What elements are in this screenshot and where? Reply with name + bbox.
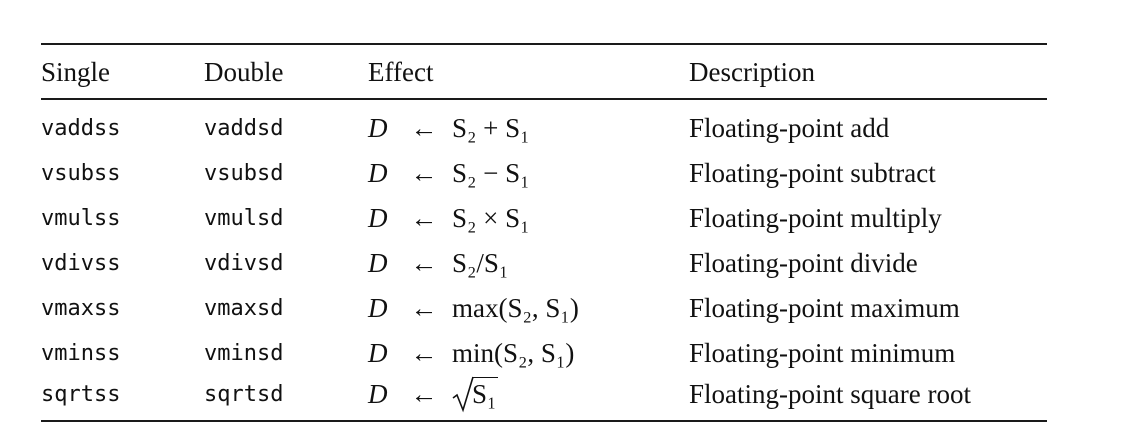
dest-operand: D [368, 248, 388, 278]
effect-formula: D ← min(S₂, S₁) [368, 331, 574, 376]
effect-formula: D ← S₂ × S₁ [368, 196, 530, 241]
double-instruction: vdivsd [204, 251, 284, 276]
effect-expression: S₂ − S₁ [452, 158, 530, 188]
assign-arrow: ← [410, 158, 438, 188]
radical-sign-icon [452, 376, 474, 413]
dest-operand: D [368, 158, 388, 188]
table-row: vaddss vaddsd D ← S₂ + S₁ Floating-point a… [41, 106, 1047, 151]
single-instruction: vaddss [41, 116, 121, 141]
single-instruction: vmaxss [41, 296, 121, 321]
header-description: Description [689, 57, 815, 87]
table-row: sqrtss sqrtsd D ← S₁ Floating-point square… [41, 372, 1047, 417]
effect-expression: S₂/S₁ [452, 248, 509, 278]
description-text: Floating-point divide [689, 248, 918, 278]
double-instruction: vmulsd [204, 206, 284, 231]
double-instruction: vminsd [204, 341, 284, 366]
dest-operand: D [368, 203, 388, 233]
effect-formula: D ← S₂ − S₁ [368, 151, 530, 196]
double-instruction: sqrtsd [204, 382, 284, 407]
dest-operand: D [368, 113, 388, 143]
effect-formula: D ← S₂ + S₁ [368, 106, 530, 151]
table-header-row: Single Double Effect Description [41, 50, 1047, 95]
single-instruction: sqrtss [41, 382, 121, 407]
single-instruction: vdivss [41, 251, 121, 276]
double-instruction: vsubsd [204, 161, 284, 186]
description-text: Floating-point maximum [689, 293, 960, 323]
effect-formula: D ← S₁ [368, 372, 499, 417]
effect-expression: min(S₂, S₁) [452, 338, 575, 368]
double-instruction: vaddsd [204, 116, 284, 141]
description-text: Floating-point minimum [689, 338, 956, 368]
table-row: vdivss vdivsd D ← S₂/S₁ Floating-point div… [41, 241, 1047, 286]
description-text: Floating-point multiply [689, 203, 942, 233]
assign-arrow: ← [410, 248, 438, 278]
header-effect: Effect [368, 57, 434, 87]
description-text: Floating-point square root [689, 379, 971, 409]
effect-expression: S₁ [472, 377, 499, 409]
description-text: Floating-point subtract [689, 158, 936, 188]
single-instruction: vsubss [41, 161, 121, 186]
effect-expression: S₂ × S₁ [452, 203, 530, 233]
dest-operand: D [368, 379, 388, 409]
effect-expression: S₂ + S₁ [452, 113, 530, 143]
table-row: vminss vminsd D ← min(S₂, S₁) Floating-poi… [41, 331, 1047, 376]
assign-arrow: ← [410, 338, 438, 368]
header-double: Double [204, 57, 284, 87]
assign-arrow: ← [410, 293, 438, 323]
assign-arrow: ← [410, 113, 438, 143]
effect-formula: D ← S₂/S₁ [368, 241, 508, 286]
double-instruction: vmaxsd [204, 296, 284, 321]
effect-expression: max(S₂, S₁) [452, 293, 579, 323]
table-row: vmulss vmulsd D ← S₂ × S₁ Floating-point m… [41, 196, 1047, 241]
assign-arrow: ← [410, 203, 438, 233]
table-bottom-rule [41, 420, 1047, 422]
description-text: Floating-point add [689, 113, 890, 143]
dest-operand: D [368, 293, 388, 323]
single-instruction: vminss [41, 341, 121, 366]
dest-operand: D [368, 338, 388, 368]
table-header-rule [41, 98, 1047, 100]
effect-formula: D ← max(S₂, S₁) [368, 286, 579, 331]
table-row: vmaxss vmaxsd D ← max(S₂, S₁) Floating-poi… [41, 286, 1047, 331]
single-instruction: vmulss [41, 206, 121, 231]
header-single: Single [41, 57, 111, 87]
table-top-rule [41, 43, 1047, 45]
assign-arrow: ← [410, 379, 438, 409]
square-root: S₁ [452, 372, 499, 417]
table-row: vsubss vsubsd D ← S₂ − S₁ Floating-point s… [41, 151, 1047, 196]
